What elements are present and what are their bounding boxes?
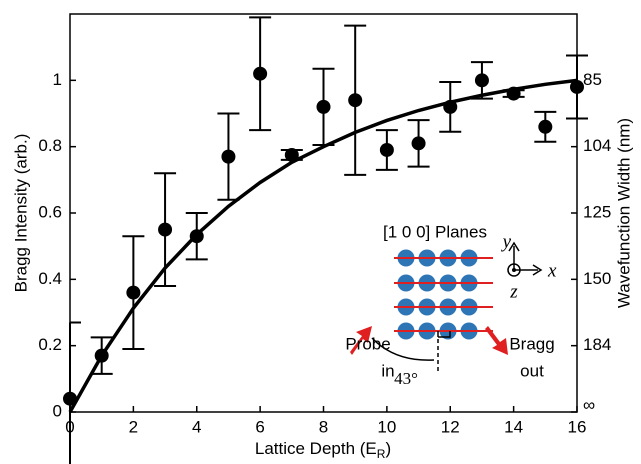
x-tick-label: 16 [568,417,587,436]
x-tick-label: 4 [192,417,201,436]
data-point [506,86,521,101]
y2-tick-label: 150 [583,269,611,288]
data-point [158,222,173,237]
x-tick-label: 6 [255,417,264,436]
x-tick-label: 14 [504,417,523,436]
inset-y: y [501,231,512,252]
data-point [411,136,426,151]
z-dot [512,268,516,272]
data-point [221,149,236,164]
axes-icon [507,241,543,277]
data-point [474,73,489,88]
y2-axis-label: Wavefunction Width (nm) [614,118,633,308]
data-point [63,391,77,406]
y2-tick-label: 125 [583,202,611,221]
y-tick-label: 0 [53,401,62,420]
data-point [443,99,458,114]
fit-line [68,78,578,413]
x-axis-label-sub: R [377,447,386,461]
x-tick-label: 8 [319,417,328,436]
y-tick-label: 0.6 [38,202,62,221]
angle-arc [371,337,435,361]
right-angle [437,331,451,338]
data-point [570,79,584,94]
data-point [284,147,299,162]
inset-x: x [547,260,557,281]
probe-label: Probe [345,334,390,353]
inset-z: z [509,281,518,302]
x-axis-label-suffix: ) [385,439,391,458]
x-tick-label: 2 [129,417,138,436]
y-tick-label: 0.8 [38,136,62,155]
bragg-label: out [520,361,544,380]
y2-tick-label: 104 [583,136,611,155]
y2-tick-label: ∞ [583,395,595,414]
data-point [316,99,331,114]
probe-arrow [350,326,372,355]
probe-label: in [381,361,394,380]
inset-title: [1 0 0] Planes [383,222,487,241]
x-axis-label: Lattice Depth (ER) [255,439,391,461]
angle-label: 43° [394,369,418,388]
data-point [348,93,363,108]
y2-tick-label: 85 [583,70,602,89]
y-tick-label: 1 [53,70,62,89]
planes [394,257,493,332]
data-point [126,285,141,300]
data-point [379,142,394,157]
bragg-arrow [485,326,508,355]
y-axis-label: Bragg Intensity (arb.) [11,134,30,293]
data-point [253,66,268,81]
x-axis-label-text: Lattice Depth (E [255,439,377,458]
bragg-label: Bragg [509,334,554,353]
x-tick-label: 12 [441,417,460,436]
data-point [538,119,553,134]
lattice-dots [397,249,478,340]
y2-tick-label: 184 [583,335,611,354]
y-tick-label: 0.2 [38,335,62,354]
inset: [1 0 0] Planes y x z Probe in Bragg out … [345,222,557,387]
x-tick-label: 10 [377,417,396,436]
data-point [189,229,204,244]
y-tick-label: 0.4 [38,269,62,288]
data-point [94,348,109,363]
